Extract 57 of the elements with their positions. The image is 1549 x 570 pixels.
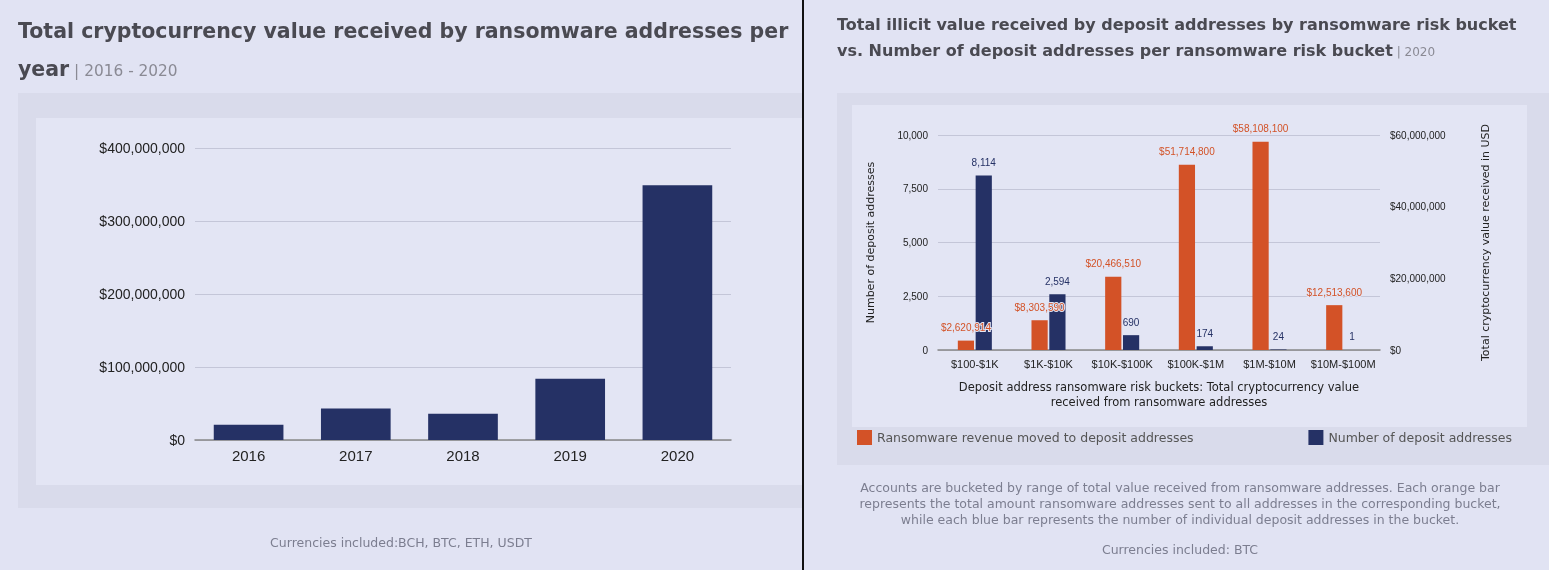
bar: [1105, 276, 1122, 350]
y2-axis-title: Total cryptocurrency value received in USD: [1479, 124, 1492, 362]
x-tick-label: 2019: [553, 447, 587, 464]
x-axis-title: Deposit address ransomware risk buckets: Total cryptocurrency value received from ransomware addresses: [957, 380, 1361, 410]
x-tick-label: $1K-$10K: [1024, 357, 1074, 370]
y-tick-label: 7,500: [902, 183, 929, 195]
x-tick-label: $10M-$100M: [1310, 357, 1376, 370]
text: Accounts are bucketed by range of total value received from ransomware addresses. Each orange bar represents the total amount ransomware addresses sent to all addresses in the corresponding bucket, while each blue bar represents the number of individual deposit addresses in the bucket.: [858, 480, 1502, 528]
bar: [642, 185, 713, 440]
x-tick-label: $10K-$100K: [1091, 357, 1154, 370]
data-label: $12,513,600: [1306, 286, 1363, 298]
bar: [1326, 305, 1343, 350]
y2-tick-label: $60,000,000: [1390, 129, 1447, 141]
bar: [535, 378, 606, 440]
y2-tick-label: $20,000,000: [1390, 272, 1447, 284]
text: | 2020: [1395, 45, 1436, 59]
y-tick-label: $100,000,000: [99, 359, 186, 375]
y-tick-label: 0: [922, 344, 929, 356]
y2-tick-label: $40,000,000: [1390, 201, 1447, 213]
data-label: 24: [1272, 330, 1285, 342]
data-label: $51,714,800: [1159, 146, 1216, 158]
data-label: 690: [1122, 316, 1140, 328]
x-tick-label: $100K-$1M: [1167, 357, 1225, 370]
y-tick-label: $200,000,000: [99, 286, 186, 302]
data-label: $58,108,100: [1232, 123, 1289, 135]
data-label: 174: [1196, 327, 1214, 339]
y-tick-label: 5,000: [902, 237, 929, 248]
text: Currencies included: BTC: [1100, 542, 1260, 558]
bar: [1196, 346, 1213, 350]
bar: [1122, 335, 1140, 350]
y-axis-title: Number of deposit addresses: [864, 161, 877, 324]
data-label: 1: [1349, 331, 1356, 343]
data-label: 2,594: [1044, 275, 1071, 287]
chart-subtitle: | 2016 - 2020: [73, 62, 178, 80]
legend-label: Ransomware revenue moved to deposit addresses: [877, 430, 1194, 445]
text: Currencies included:BCH, BTC, ETH, USDT: [269, 535, 533, 551]
bar: [1178, 164, 1196, 350]
x-tick-label: 2017: [339, 447, 373, 464]
y2-tick-label: $0: [1390, 344, 1402, 356]
x-tick-label: 2018: [446, 447, 480, 464]
y-tick-label: $400,000,000: [99, 140, 186, 156]
data-label: 8,114: [971, 157, 997, 169]
y-tick-label: 10,000: [897, 129, 929, 141]
x-tick-label: 2020: [660, 447, 695, 464]
bar: [320, 408, 391, 440]
data-label: $20,466,510: [1085, 258, 1142, 270]
bar: [1252, 141, 1269, 350]
bar: [428, 413, 498, 440]
x-tick-label: $100-$1K: [950, 357, 1000, 370]
bar: [957, 340, 975, 350]
y-tick-label: $0: [169, 432, 186, 448]
legend-label: Number of deposit addresses: [1328, 430, 1513, 445]
y-tick-label: $300,000,000: [99, 213, 186, 229]
bar: [213, 424, 284, 440]
y-tick-label: 2,500: [902, 290, 929, 302]
x-tick-label: $1M-$10M: [1243, 357, 1296, 370]
x-tick-label: 2016: [231, 447, 266, 464]
